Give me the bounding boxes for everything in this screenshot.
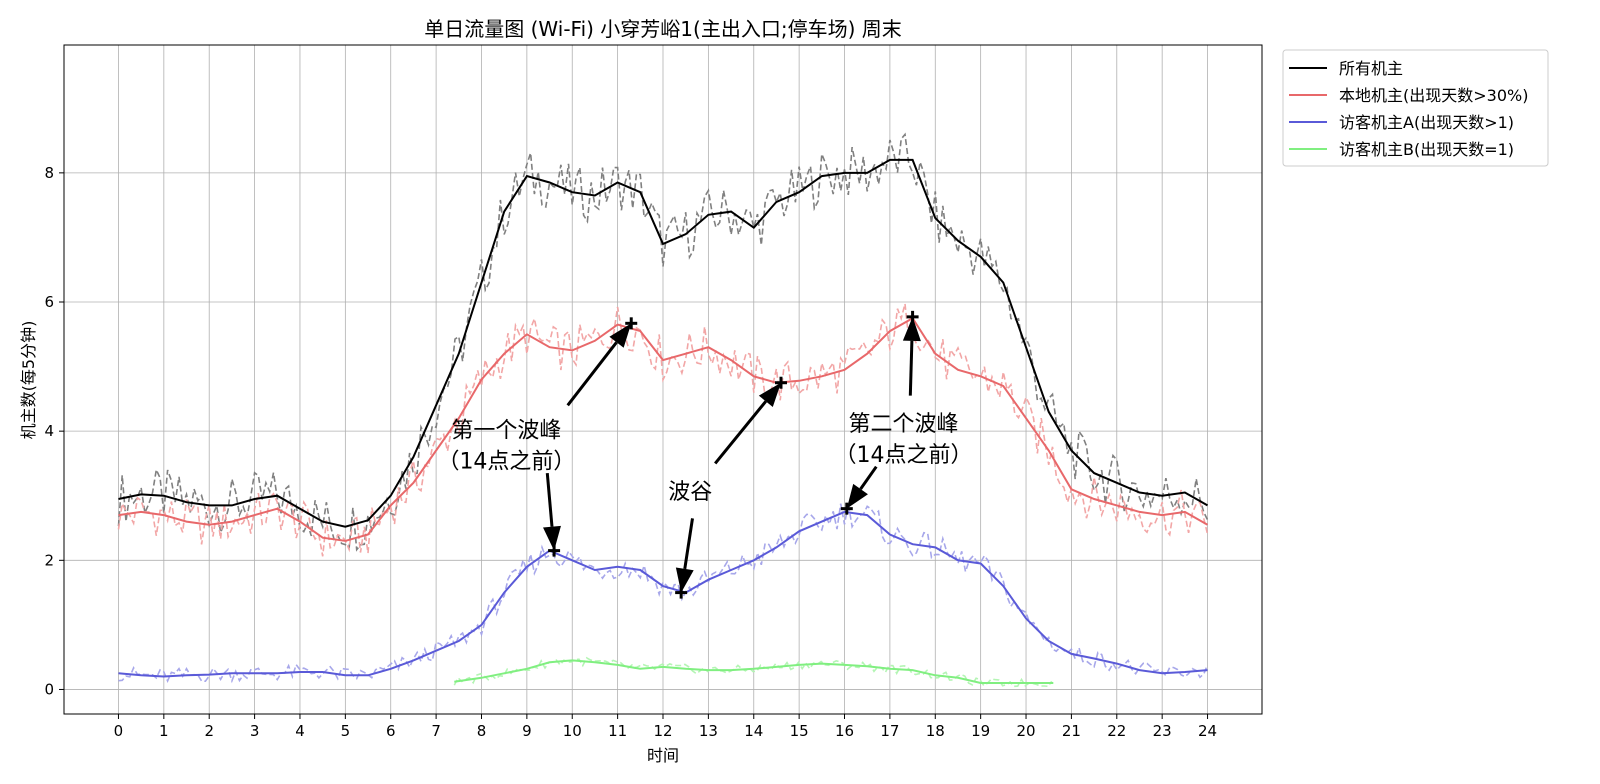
annotation-layer: 第一个波峰 （14点之前） 波谷 第二个波峰 （14点之前） [437, 316, 973, 593]
x-tick-label: 14 [744, 722, 763, 740]
annotation-arrow [566, 323, 632, 407]
annotation-arrow [902, 316, 921, 396]
x-tick-label: 21 [1062, 722, 1081, 740]
x-tick-label: 12 [653, 722, 672, 740]
annotation-arrow [675, 518, 694, 593]
series-line [118, 158, 1208, 528]
x-tick-label: 3 [250, 722, 260, 740]
annotation-text: 波谷 [668, 480, 712, 505]
series-line [118, 316, 1208, 542]
series-line [454, 659, 1054, 684]
legend-entry: 所有机主 [1289, 59, 1403, 78]
x-tick-label: 16 [835, 722, 854, 740]
raw-series-layer [117, 132, 1209, 688]
x-tick-label: 4 [295, 722, 305, 740]
x-tick-label: 11 [608, 722, 627, 740]
x-axis-title: 时间 [647, 746, 679, 765]
x-tick-label: 10 [563, 722, 582, 740]
x-tick-label: 7 [431, 722, 441, 740]
x-tick-label: 19 [971, 722, 990, 740]
annotation-text: （14点之前） [437, 450, 575, 475]
x-tick-label: 5 [341, 722, 351, 740]
y-tick-label: 2 [44, 551, 54, 569]
x-tick-label: 9 [522, 722, 532, 740]
x-tick-label: 15 [790, 722, 809, 740]
x-tick-label: 24 [1198, 722, 1217, 740]
annotation-arrow [846, 465, 878, 509]
x-tick-label: 0 [114, 722, 124, 740]
x-tick-label: 6 [386, 722, 396, 740]
annotation-text: （14点之前） [835, 443, 973, 468]
x-tick-label: 17 [880, 722, 899, 740]
annotation-text: 第二个波峰 [848, 412, 958, 437]
y-tick-label: 0 [44, 680, 54, 698]
annotation-arrow [543, 473, 561, 551]
legend-entry: 本地机主(出现天数>30%) [1289, 86, 1528, 105]
legend-frame [1282, 49, 1549, 167]
legend-entry: 访客机主B(出现天数=1) [1289, 140, 1514, 159]
annotation-arrow [714, 382, 781, 465]
x-tick-label: 22 [1107, 722, 1126, 740]
axis-ticks: 0 1 2 3 4 5 6 7 8 9 10 11 12 13 14 15 16 17 18 19 20 21 22 23 24… [44, 164, 1217, 740]
y-tick-label: 6 [44, 293, 54, 311]
x-tick-label: 2 [204, 722, 214, 740]
y-tick-label: 8 [44, 164, 54, 182]
raw-series-line [453, 656, 1053, 688]
raw-series-line [117, 303, 1209, 557]
x-tick-label: 18 [926, 722, 945, 740]
legend-entry: 访客机主A(出现天数>1) [1289, 113, 1514, 132]
x-tick-label: 13 [699, 722, 718, 740]
smoothed-series-layer [118, 158, 1208, 684]
legend-label: 所有机主 [1339, 59, 1403, 78]
annotation-text: 第一个波峰 [451, 419, 561, 444]
legend-label: 访客机主A(出现天数>1) [1339, 113, 1514, 132]
legend-label: 访客机主B(出现天数=1) [1339, 140, 1514, 159]
legend-label: 本地机主(出现天数>30%) [1339, 86, 1528, 105]
x-tick-label: 1 [159, 722, 169, 740]
y-tick-label: 4 [44, 422, 54, 440]
raw-series-line [117, 132, 1209, 552]
x-tick-label: 8 [477, 722, 487, 740]
y-axis-title: 机主数(每5分钟) [19, 321, 38, 440]
series-line [118, 510, 1208, 678]
x-tick-label: 20 [1016, 722, 1035, 740]
x-tick-label: 23 [1153, 722, 1172, 740]
plot-frame [63, 44, 1263, 715]
chart-title: 单日流量图 (Wi-Fi) 小穿芳峪1(主出入口;停车场) 周末 [424, 17, 901, 41]
